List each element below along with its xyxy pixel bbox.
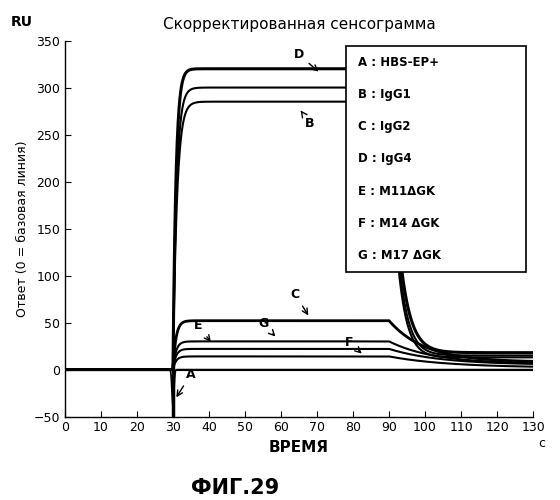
Text: с: с bbox=[538, 438, 545, 450]
Y-axis label: Ответ (0 = базовая линия): Ответ (0 = базовая линия) bbox=[16, 140, 29, 317]
Text: D : IgG4: D : IgG4 bbox=[357, 152, 411, 166]
Text: A: A bbox=[177, 368, 196, 396]
Bar bbox=[346, 46, 526, 272]
Text: B : IgG1: B : IgG1 bbox=[357, 88, 410, 101]
Text: D: D bbox=[294, 48, 318, 70]
Text: G: G bbox=[258, 317, 274, 336]
Title: Скорректированная сенсограмма: Скорректированная сенсограмма bbox=[162, 18, 435, 32]
Text: F: F bbox=[345, 336, 361, 352]
Text: ФИГ.29: ФИГ.29 bbox=[191, 478, 279, 498]
Text: E : M11ΔGK: E : M11ΔGK bbox=[357, 184, 435, 198]
Text: G : M17 ΔGK: G : M17 ΔGK bbox=[357, 249, 441, 262]
Text: E: E bbox=[194, 319, 210, 341]
Text: C : IgG2: C : IgG2 bbox=[357, 120, 410, 133]
Text: C: C bbox=[291, 288, 307, 314]
X-axis label: ВРЕМЯ: ВРЕМЯ bbox=[269, 440, 329, 455]
Text: RU: RU bbox=[11, 16, 33, 30]
Text: B: B bbox=[301, 112, 315, 130]
Text: A : HBS-EP+: A : HBS-EP+ bbox=[357, 56, 438, 68]
Text: F : M14 ΔGK: F : M14 ΔGK bbox=[357, 216, 439, 230]
